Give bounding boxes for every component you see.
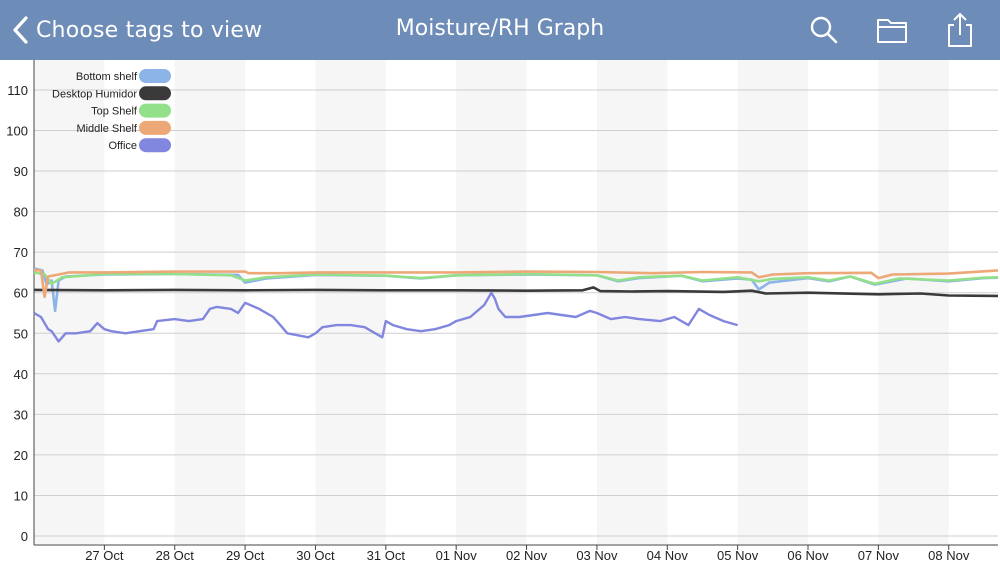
- legend-label: Top Shelf: [91, 106, 138, 118]
- series-line: [33, 291, 738, 343]
- day-band: [174, 60, 246, 544]
- x-tick-label: 29 Oct: [226, 548, 265, 563]
- day-band: [315, 60, 386, 544]
- y-tick-label: 110: [7, 83, 28, 98]
- legend-label: Office: [108, 140, 137, 152]
- share-icon[interactable]: [940, 10, 980, 50]
- legend-swatch: [139, 138, 171, 153]
- x-tick-label: 04 Nov: [647, 548, 689, 563]
- y-tick-label: 80: [14, 205, 28, 220]
- navigation-bar: Choose tags to view Moisture/RH Graph: [0, 0, 1000, 60]
- y-tick-label: 20: [14, 448, 28, 463]
- y-tick-label: 50: [14, 326, 28, 341]
- legend-swatch: [139, 120, 171, 135]
- moisture-line-chart: 0 10 20 30 40 50 60 70 80 90 100 110 27 Oct 28 Oct 29…: [6, 60, 999, 563]
- x-tick-label: 01 Nov: [436, 548, 478, 563]
- chevron-left-icon: [13, 16, 28, 44]
- back-button[interactable]: Choose tags to view: [10, 12, 262, 48]
- legend-label: Bottom shelf: [76, 71, 138, 83]
- x-tick-label: 27 Oct: [85, 548, 124, 563]
- x-tick-label: 31 Oct: [367, 548, 406, 563]
- y-tick-label: 40: [14, 367, 28, 382]
- x-tick-label: 06 Nov: [787, 548, 829, 563]
- day-band: [596, 60, 668, 544]
- x-tick-label: 30 Oct: [296, 548, 335, 563]
- x-tick-label: 05 Nov: [717, 548, 759, 563]
- back-button-label: Choose tags to view: [36, 17, 263, 43]
- day-band: [737, 60, 809, 544]
- series-line: [33, 271, 999, 286]
- x-tick-label: 02 Nov: [506, 548, 548, 563]
- y-tick-label: 90: [14, 164, 28, 179]
- folder-icon[interactable]: [872, 10, 912, 50]
- x-tick-label: 03 Nov: [576, 548, 618, 563]
- day-band: [34, 60, 105, 544]
- legend-swatch: [139, 86, 171, 101]
- y-tick-label: 70: [14, 245, 28, 260]
- legend-swatch: [139, 103, 171, 118]
- day-band: [878, 60, 949, 544]
- legend-label: Desktop Humidor: [52, 88, 137, 100]
- y-tick-label: 0: [21, 529, 28, 544]
- page-title: Moisture/RH Graph: [395, 16, 605, 41]
- legend-label: Middle Shelf: [76, 123, 137, 135]
- x-tick-label: 07 Nov: [858, 548, 900, 563]
- legend-swatch: [139, 69, 171, 83]
- x-tick-label: 28 Oct: [156, 548, 195, 563]
- y-tick-label: 30: [14, 407, 28, 422]
- search-icon[interactable]: [804, 10, 844, 50]
- y-tick-label: 10: [14, 488, 28, 503]
- day-band: [456, 60, 527, 544]
- y-tick-label: 100: [6, 124, 28, 139]
- series-line: [33, 268, 999, 299]
- y-tick-label: 60: [14, 286, 28, 301]
- series-line: [33, 286, 999, 298]
- x-tick-label: 08 Nov: [928, 548, 970, 563]
